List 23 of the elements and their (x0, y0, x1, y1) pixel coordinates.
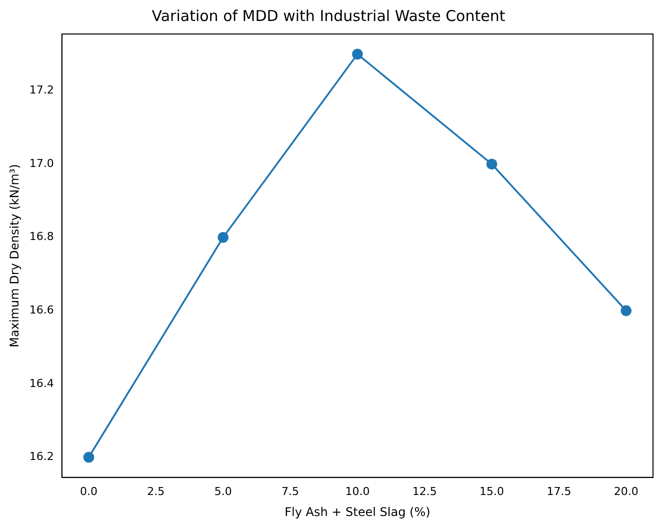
y-tick-label: 17.0 (29, 156, 54, 170)
point (620, 305, 632, 316)
x-tick-label: 20.0 (614, 484, 638, 498)
x-tick-label: 7.5 (282, 484, 300, 498)
x-tick-label: 12.5 (412, 484, 437, 498)
chart-title: Variation of MDD with Industrial Waste Content (152, 6, 506, 25)
point (83, 452, 94, 463)
y-axis-title: Maximum Dry Density (kN/m³) (7, 164, 22, 348)
x-tick-label: 0.0 (80, 484, 98, 498)
y-tick-label: 16.2 (29, 450, 54, 464)
y-tick-label: 17.2 (29, 84, 54, 97)
x-tick-label: 5.0 (214, 484, 232, 498)
point (218, 232, 229, 243)
y-tick-label: 16.4 (29, 376, 54, 390)
y-tick-label: 16.8 (29, 230, 54, 244)
x-tick-label: 10.0 (345, 484, 370, 498)
x-tick-label: 15.0 (480, 484, 504, 498)
point (352, 48, 363, 60)
y-tick-label: 16.6 (29, 304, 54, 317)
x-axis-title: Fly Ash + Steel Slag (%) (284, 504, 430, 519)
x-tick-label: 17.5 (546, 484, 572, 498)
x-tick-label: 2.5 (147, 484, 165, 498)
point (486, 158, 498, 170)
